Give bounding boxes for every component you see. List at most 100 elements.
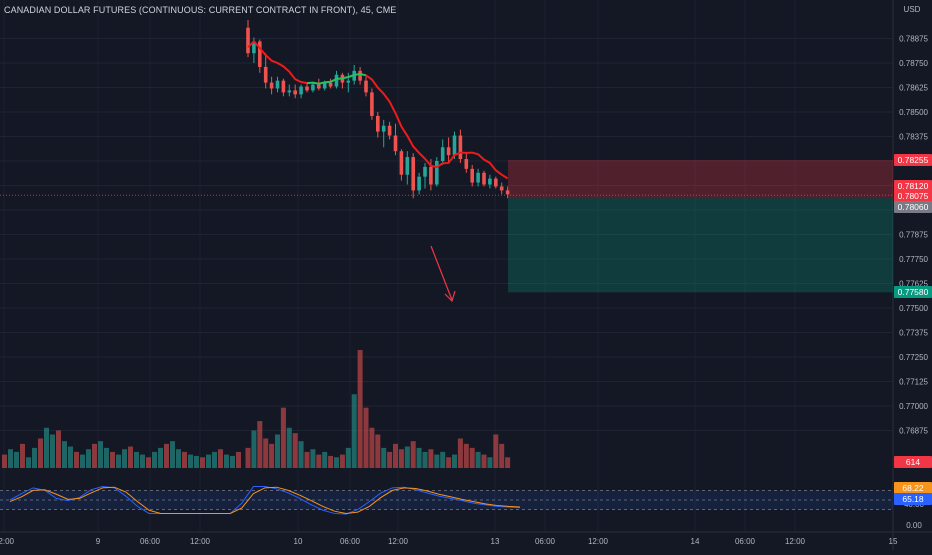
candle-body [287,90,292,93]
volume-bar [218,449,223,468]
volume-bar [104,447,109,468]
price-tick-label: 0.77250 [899,353,928,362]
volume-bar [116,454,121,468]
candle-body [269,82,274,89]
volume-bar [339,454,345,468]
volume-bar [20,443,25,468]
candle-body [470,168,474,183]
time-tick-label: 12:00 [785,537,806,546]
volume-bar [375,434,381,468]
time-tick-label: 12:00 [388,537,409,546]
candle-body [376,115,380,132]
volume-bar [152,451,157,468]
volume-bar [298,441,304,468]
price-tick-label: 0.77625 [899,280,928,289]
volume-bar [251,430,257,468]
down-arrow-shaft [430,245,453,301]
candle-body [488,178,492,185]
volume-bar [446,457,452,468]
candle-body [464,159,469,169]
candle-body [446,147,451,156]
volume-bar [86,449,91,468]
candle-body [252,41,256,54]
risk-zone [508,160,893,199]
volume-bar [369,427,375,468]
candle-body [370,92,374,116]
time-tick-label: 10 [294,537,303,546]
volume-bar [2,454,7,468]
chart-title: CANADIAN DOLLAR FUTURES (CONTINUOUS: CUR… [4,5,397,15]
volume-bar [292,433,298,468]
candle-body [364,80,368,93]
candle-body [258,41,262,67]
price-tick-label: 0.78375 [899,133,928,142]
candle-body [328,82,333,87]
candle-body [322,82,327,89]
volume-bar [263,438,269,468]
price-tick-label: 0.77750 [899,255,928,264]
volume-bar [140,454,145,468]
volume-bar [275,434,280,468]
volume-bar [230,455,235,468]
price-tick-label: 0.78875 [899,35,928,44]
volume-bar [475,451,481,468]
volume-bar [206,454,211,468]
price-tick-label: 0.77875 [899,231,928,240]
volume-bar [146,457,151,468]
volume-bar [452,454,457,468]
candle-body [482,172,486,185]
volume-bar [381,447,387,468]
volume-bar [170,441,175,468]
time-tick-label: 12:00 [190,537,211,546]
volume-bar [50,434,55,468]
volume-bar [122,449,127,468]
candle-body [387,125,392,136]
volume-bar [257,421,263,468]
volume-bar [200,457,205,468]
volume-bar [469,447,475,468]
candle-body [458,135,463,160]
candle-body [317,84,321,89]
volume-bar [363,407,369,468]
volume-bar [428,449,434,468]
oscillator-value-tag: 65.18 [894,493,932,505]
candle-body [435,161,439,185]
candle-body [299,86,303,95]
price-tick-label: 0.78500 [899,108,928,117]
volume-bar [416,447,422,468]
candle-body [393,135,398,152]
candle-body [405,157,410,175]
volume-bar [212,451,217,468]
volume-bar [434,454,440,468]
volume-bar [134,451,139,468]
volume-bar [188,454,193,468]
time-tick-label: 06:00 [140,537,161,546]
volume-bar [110,451,115,468]
volume-bar [487,457,493,468]
price-tag: 0.78060 [894,201,932,214]
volume-bar [236,451,241,468]
volume-bar [194,455,199,468]
time-tick-label: 9 [96,537,101,546]
volume-bar [158,447,163,468]
trend-line [306,72,367,85]
volume-bar [269,443,275,468]
volume-bar [357,350,363,468]
volume-bar [176,449,181,468]
volume-bar [62,441,67,468]
price-tag: 614 [894,456,932,468]
volume-bar [286,427,292,468]
candle-body [417,176,421,191]
reward-zone [508,198,893,293]
volume-bar [316,454,322,468]
volume-bar [92,443,97,468]
volume-bar [334,457,339,468]
volume-bar [44,427,49,468]
volume-bar [393,443,398,468]
volume-bar [345,447,351,468]
time-tick-label: 13 [491,537,500,546]
candle-body [499,186,504,191]
volume-bar [322,451,328,468]
